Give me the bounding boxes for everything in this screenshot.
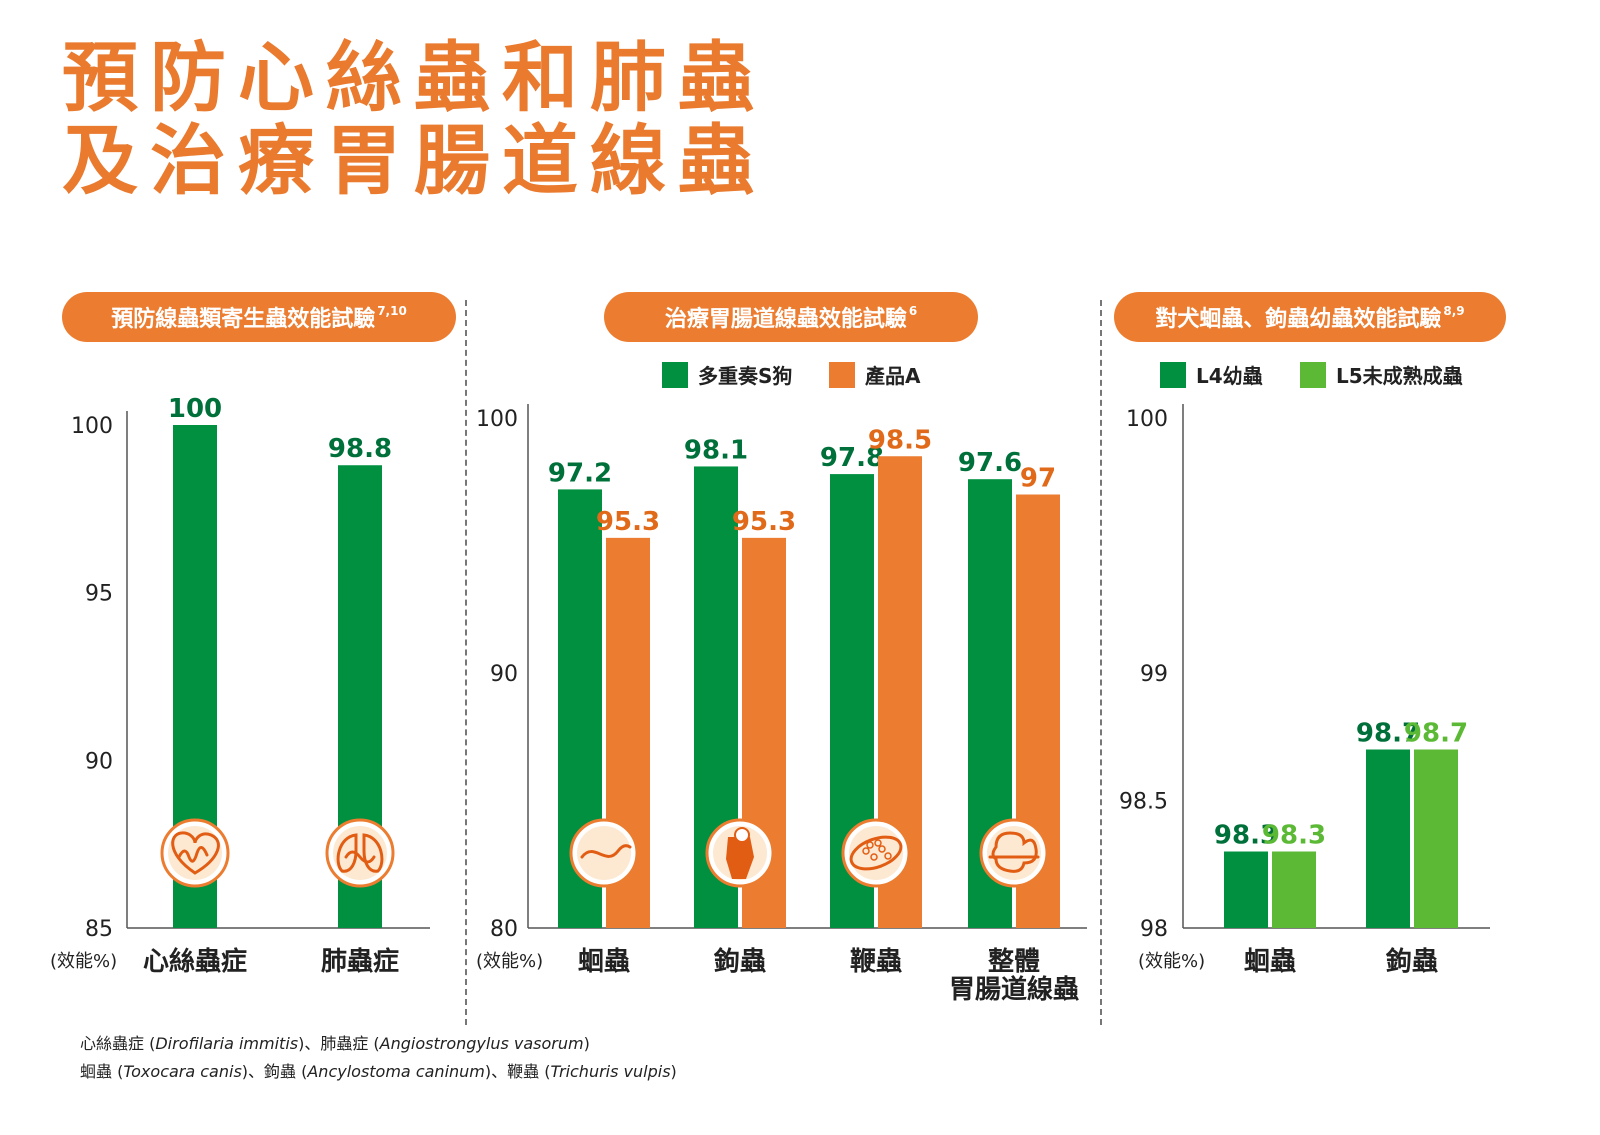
chart3-data-label-1-0: 98.7 xyxy=(1356,719,1420,749)
panel1-heading-ref: 7,10 xyxy=(377,304,407,318)
chart1-y-unit-label: (效能%) xyxy=(50,951,117,972)
chart2-data-label-2-0: 97.8 xyxy=(820,443,884,473)
chart3-legend-series2: L5未成熟成蟲 xyxy=(1300,360,1463,389)
legend-label: 多重奏S狗 xyxy=(698,364,793,388)
chart3-legend-series1: L4幼蟲 xyxy=(1160,360,1263,389)
intestine-icon xyxy=(979,818,1049,888)
chart3-category-label-1-0: 鉤蟲 xyxy=(1385,946,1438,977)
footnote-line2: 蛔蟲 (Toxocara canis)、鉤蟲 (Ancylostoma cani… xyxy=(80,1058,677,1082)
chart1-ytick-2: 95 xyxy=(85,582,113,607)
chart1-data-label-0-0: 100 xyxy=(168,394,222,424)
chart2-category-label-2-0: 鞭蟲 xyxy=(850,947,902,977)
chart2-category-label-3-1: 胃腸道線蟲 xyxy=(949,974,1079,1005)
chart2-y-unit-label: (效能%) xyxy=(476,951,543,972)
panel2-heading-ref: 6 xyxy=(908,304,918,318)
panel3-heading-ref: 8,9 xyxy=(1443,304,1465,318)
legend-swatch xyxy=(829,361,855,388)
chart3-bar-1-0 xyxy=(1366,749,1410,928)
chart3-bar-0-0 xyxy=(1224,851,1268,928)
lung-worm-icon xyxy=(325,818,395,888)
panel2-heading: 治療胃腸道線蟲效能試驗 6 xyxy=(604,292,978,342)
chart1-data-label-1-0: 98.8 xyxy=(328,434,392,464)
footnote2-part-0: 蛔蟲 ( xyxy=(80,1062,124,1081)
chart1-category-label-0-0: 心絲蟲症 xyxy=(143,946,247,977)
chart2-data-label-1-1: 95.3 xyxy=(732,507,796,537)
panel1-heading: 預防線蟲類寄生蟲效能試驗 7,10 xyxy=(62,292,456,342)
chart3-data-label-0-0: 98.3 xyxy=(1214,821,1278,851)
chart3-bar-0-1 xyxy=(1272,851,1316,928)
chart3-data-label-0-1: 98.3 xyxy=(1262,821,1326,851)
chart3-ytick-2: 99 xyxy=(1140,662,1168,687)
chart1-ytick-3: 100 xyxy=(71,414,113,439)
page-title-line1: 預防心絲蟲和肺蟲 xyxy=(62,33,766,122)
chart2-data-label-3-1: 97 xyxy=(1020,464,1056,494)
chart2-ytick-1: 90 xyxy=(490,662,518,687)
chart3-bar-1-1 xyxy=(1414,749,1458,928)
chart2-category-label-3-0: 整體 xyxy=(988,946,1040,977)
footnote2-part-3: Ancylostoma caninum xyxy=(307,1062,485,1081)
footnote2-part-6: ) xyxy=(670,1062,677,1081)
chart3-category-label-0-0: 蛔蟲 xyxy=(1244,947,1296,977)
chart2-legend-series1: 多重奏S狗 xyxy=(662,360,792,389)
page-title-line2: 及治療胃腸道線蟲 xyxy=(62,116,766,205)
footnote2-part-4: )、鞭蟲 ( xyxy=(484,1062,551,1081)
footnote2-part-5: Trichuris vulpis xyxy=(550,1062,671,1081)
panel3-heading-text: 對犬蛔蟲、鉤蟲幼蟲效能試驗 xyxy=(1155,307,1442,332)
chart2-ytick-2: 100 xyxy=(476,407,518,432)
legend-label: 產品A xyxy=(865,364,921,388)
panel2-heading-text: 治療胃腸道線蟲效能試驗 xyxy=(664,307,907,332)
hookworm-icon xyxy=(705,818,775,888)
footnote2-part-1: Toxocara canis xyxy=(123,1062,242,1081)
footnote-line1: 心絲蟲症 (Dirofilaria immitis)、肺蟲症 (Angiostr… xyxy=(80,1030,590,1054)
chart2-category-label-0-0: 蛔蟲 xyxy=(578,947,630,977)
chart1-category-label-1-0: 肺蟲症 xyxy=(321,946,399,977)
heart-worm-icon xyxy=(160,818,230,888)
panel-divider-1 xyxy=(465,300,467,1025)
chart2-data-label-3-0: 97.6 xyxy=(958,448,1022,478)
footnote1-part-4: ) xyxy=(583,1034,590,1053)
chart2-category-label-1-0: 鉤蟲 xyxy=(713,946,766,977)
legend-swatch xyxy=(1300,361,1326,388)
chart3-ytick-1: 98.5 xyxy=(1119,790,1168,815)
chart1-ytick-0: 85 xyxy=(85,917,113,942)
footnote1-part-3: Angiostrongylus vasorum xyxy=(379,1034,584,1053)
panel3-heading: 對犬蛔蟲、鉤蟲幼蟲效能試驗 8,9 xyxy=(1114,292,1506,342)
chart2-data-label-1-0: 98.1 xyxy=(684,435,748,465)
panel1-heading-text: 預防線蟲類寄生蟲效能試驗 xyxy=(111,307,376,332)
chart2-legend-series2: 產品A xyxy=(829,360,920,389)
legend-swatch xyxy=(1160,361,1186,388)
chart2-data-label-0-0: 97.2 xyxy=(548,458,612,488)
footnote2-part-2: )、鉤蟲 ( xyxy=(241,1062,308,1081)
footnote1-part-0: 心絲蟲症 ( xyxy=(80,1034,156,1053)
chart3-y-unit-label: (效能%) xyxy=(1138,951,1205,972)
chart2-data-label-0-1: 95.3 xyxy=(596,507,660,537)
chart3-ytick-0: 98 xyxy=(1140,917,1168,942)
chart2-ytick-0: 80 xyxy=(490,917,518,942)
legend-label: L5未成熟成蟲 xyxy=(1336,364,1463,388)
footnote1-part-1: Dirofilaria immitis xyxy=(155,1034,299,1053)
chart2-data-label-2-1: 98.5 xyxy=(868,425,932,455)
footnote1-part-2: )、肺蟲症 ( xyxy=(298,1034,380,1053)
legend-swatch xyxy=(662,361,688,388)
whipworm-egg-icon xyxy=(841,818,911,888)
panel-divider-2 xyxy=(1100,300,1102,1025)
legend-label: L4幼蟲 xyxy=(1196,364,1263,388)
chart3-ytick-3: 100 xyxy=(1126,407,1168,432)
chart1-ytick-1: 90 xyxy=(85,749,113,774)
roundworm-icon xyxy=(569,818,639,888)
chart3-data-label-1-1: 98.7 xyxy=(1404,719,1468,749)
